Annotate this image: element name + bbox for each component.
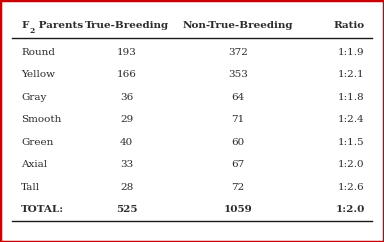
Text: Axial: Axial: [21, 160, 47, 169]
Text: 525: 525: [116, 205, 137, 214]
Text: 71: 71: [232, 115, 245, 124]
Text: Parents: Parents: [35, 21, 83, 30]
Text: 36: 36: [120, 92, 133, 102]
Text: F: F: [21, 21, 28, 30]
Text: 372: 372: [228, 47, 248, 57]
Text: 1059: 1059: [224, 205, 252, 214]
Text: 67: 67: [232, 160, 245, 169]
Text: 29: 29: [120, 115, 133, 124]
Text: Ratio: Ratio: [334, 21, 365, 30]
Text: Tall: Tall: [21, 182, 40, 192]
Text: 1:2.0: 1:2.0: [336, 205, 365, 214]
Text: 166: 166: [117, 70, 137, 79]
Text: 1:1.8: 1:1.8: [338, 92, 365, 102]
Text: True-Breeding: True-Breeding: [84, 21, 169, 30]
Text: 64: 64: [232, 92, 245, 102]
Text: Yellow: Yellow: [21, 70, 55, 79]
Text: 2: 2: [30, 27, 35, 35]
Text: Smooth: Smooth: [21, 115, 61, 124]
Text: 40: 40: [120, 137, 133, 147]
Text: 353: 353: [228, 70, 248, 79]
Text: Round: Round: [21, 47, 55, 57]
Text: 28: 28: [120, 182, 133, 192]
Text: TOTAL:: TOTAL:: [21, 205, 64, 214]
Text: 72: 72: [232, 182, 245, 192]
Text: 33: 33: [120, 160, 133, 169]
Text: 1:2.0: 1:2.0: [338, 160, 365, 169]
Text: 1:2.1: 1:2.1: [338, 70, 365, 79]
Text: Gray: Gray: [21, 92, 46, 102]
Text: 1:1.5: 1:1.5: [338, 137, 365, 147]
Text: 60: 60: [232, 137, 245, 147]
Text: Non-True-Breeding: Non-True-Breeding: [183, 21, 293, 30]
Text: Green: Green: [21, 137, 53, 147]
Text: 193: 193: [117, 47, 137, 57]
Text: 1:2.6: 1:2.6: [338, 182, 365, 192]
Text: 1:1.9: 1:1.9: [338, 47, 365, 57]
Text: 1:2.4: 1:2.4: [338, 115, 365, 124]
